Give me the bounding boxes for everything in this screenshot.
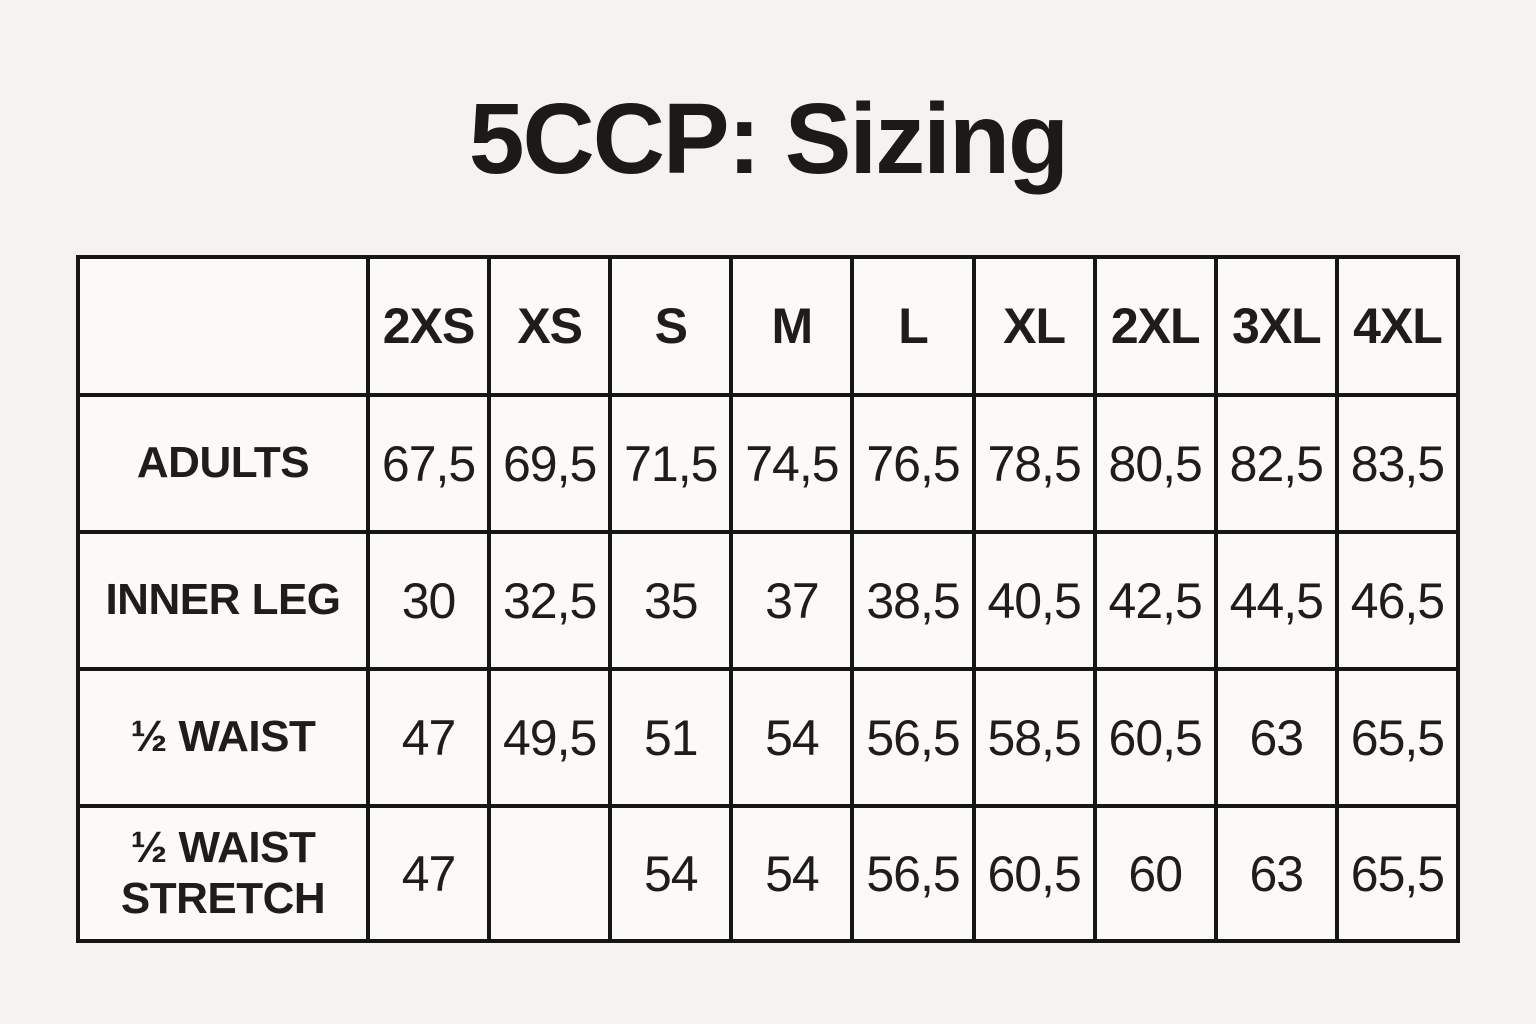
value-cell: 74,5	[729, 393, 855, 534]
row-label-half-waist-stretch: ½ WAIST STRETCH	[76, 804, 370, 943]
value-cell: 80,5	[1092, 393, 1218, 534]
table-row-adults: ADULTS 67,5 69,5 71,5 74,5 76,5 78,5 80,…	[76, 393, 1461, 534]
value-cell: 44,5	[1213, 530, 1339, 671]
value-cell: 63	[1213, 667, 1339, 808]
row-label-adults: ADULTS	[76, 393, 370, 534]
value-cell: 60,5	[1092, 667, 1218, 808]
table-row-half-waist-stretch: ½ WAIST STRETCH 47 54 54 56,5 60,5 60 63…	[76, 804, 1461, 943]
value-cell: 47	[365, 667, 492, 808]
header-cell-2xs: 2XS	[365, 255, 492, 397]
value-cell: 38,5	[850, 530, 976, 671]
value-cell: 69,5	[487, 393, 613, 534]
value-cell: 40,5	[971, 530, 1097, 671]
value-cell: 54	[608, 804, 734, 943]
value-cell: 78,5	[971, 393, 1097, 534]
value-cell: 54	[729, 804, 855, 943]
header-cell-3xl: 3XL	[1213, 255, 1339, 397]
value-cell: 30	[365, 530, 492, 671]
header-cell-xl: XL	[971, 255, 1097, 397]
value-cell: 63	[1213, 804, 1339, 943]
header-cell-m: M	[729, 255, 855, 397]
table-row-half-waist: ½ WAIST 47 49,5 51 54 56,5 58,5 60,5 63 …	[76, 667, 1461, 808]
value-cell: 65,5	[1334, 667, 1461, 808]
table-header-row: 2XS XS S M L XL 2XL 3XL 4XL	[76, 255, 1461, 397]
header-cell-2xl: 2XL	[1092, 255, 1218, 397]
value-cell: 58,5	[971, 667, 1097, 808]
value-cell: 60,5	[971, 804, 1097, 943]
value-cell: 51	[608, 667, 734, 808]
row-label-inner-leg: INNER LEG	[76, 530, 370, 671]
value-cell: 35	[608, 530, 734, 671]
value-cell: 32,5	[487, 530, 613, 671]
value-cell: 42,5	[1092, 530, 1218, 671]
value-cell: 56,5	[850, 804, 976, 943]
corner-cell	[76, 255, 370, 397]
value-cell: 49,5	[487, 667, 613, 808]
value-cell: 60	[1092, 804, 1218, 943]
value-cell: 82,5	[1213, 393, 1339, 534]
header-cell-4xl: 4XL	[1334, 255, 1461, 397]
value-cell: 71,5	[608, 393, 734, 534]
value-cell: 47	[365, 804, 492, 943]
table-row-inner-leg: INNER LEG 30 32,5 35 37 38,5 40,5 42,5 4…	[76, 530, 1461, 671]
value-cell: 67,5	[365, 393, 492, 534]
value-cell: 65,5	[1334, 804, 1461, 943]
value-cell: 76,5	[850, 393, 976, 534]
value-cell: 46,5	[1334, 530, 1461, 671]
value-cell: 37	[729, 530, 855, 671]
value-cell: 56,5	[850, 667, 976, 808]
value-cell-empty	[487, 804, 613, 943]
header-cell-s: S	[608, 255, 734, 397]
header-cell-l: L	[850, 255, 976, 397]
header-cell-xs: XS	[487, 255, 613, 397]
sizing-table: 2XS XS S M L XL 2XL 3XL 4XL ADULTS 67,5 …	[76, 255, 1461, 943]
row-label-half-waist: ½ WAIST	[76, 667, 370, 808]
value-cell: 54	[729, 667, 855, 808]
page-title: 5CCP: Sizing	[468, 83, 1069, 195]
value-cell: 83,5	[1334, 393, 1461, 534]
